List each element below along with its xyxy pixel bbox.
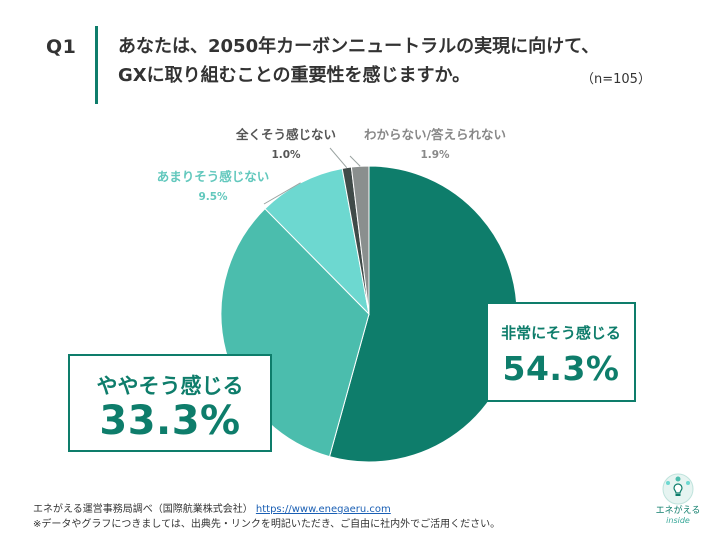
brand-logo: エネがえる inside xyxy=(650,468,706,532)
callout-somewhat-label: ややそう感じる xyxy=(96,374,244,398)
header-divider xyxy=(95,26,98,104)
callout-very-much: 非常にそう感じる 54.3% xyxy=(486,302,636,402)
slice-name-unknown: わからない/答えられない xyxy=(363,127,507,142)
logo-wordmark: エネがえる inside xyxy=(650,506,706,526)
source-text: エネがえる運営事務局調べ（国際航業株式会社） xyxy=(33,504,253,515)
callout-very-much-label: 非常にそう感じる xyxy=(501,324,621,342)
slice-label-not-at-all: 全くそう感じない 1.0% xyxy=(226,124,346,161)
callout-somewhat-pct: 33.3% xyxy=(99,398,241,444)
slice-name-not-at-all: 全くそう感じない xyxy=(235,127,336,142)
slice-name-not-much: あまりそう感じない xyxy=(156,169,270,184)
slice-label-not-much: あまりそう感じない 9.5% xyxy=(150,166,276,203)
question-number: Q1 xyxy=(46,36,77,58)
pie-slice-unknown xyxy=(350,165,370,315)
slice-pct-not-much: 9.5% xyxy=(198,191,228,203)
question-text: あなたは、2050年カーボンニュートラルの実現に向けて、 GXに取り組むことの重… xyxy=(118,32,638,90)
source-line: エネがえる運営事務局調べ（国際航業株式会社） https://www.enega… xyxy=(33,500,391,515)
leader-line-not-much xyxy=(263,182,301,205)
question-line-2: GXに取り組むことの重要性を感じますか。 xyxy=(118,65,471,86)
slice-pct-not-at-all: 1.0% xyxy=(271,149,301,161)
question-line-1: あなたは、2050年カーボンニュートラルの実現に向けて、 xyxy=(118,36,600,57)
slice-label-unknown: わからない/答えられない 1.9% xyxy=(360,124,510,161)
sample-size: （n=105） xyxy=(581,72,651,87)
callout-somewhat: ややそう感じる 33.3% xyxy=(68,354,272,452)
logo-sub: inside xyxy=(666,516,690,525)
slice-pct-unknown: 1.9% xyxy=(420,149,450,161)
callout-very-much-pct: 54.3% xyxy=(502,349,620,388)
bulb-icon xyxy=(662,473,694,505)
logo-name: エネがえる xyxy=(655,506,701,516)
leader-line-not-at-all xyxy=(329,147,348,169)
leader-line-unknown xyxy=(349,155,361,167)
usage-note: ※データやグラフにつきましては、出典先・リンクを明記いただき、ご自由に社内外でご… xyxy=(33,519,501,530)
source-link[interactable]: https://www.enegaeru.com xyxy=(255,504,391,515)
